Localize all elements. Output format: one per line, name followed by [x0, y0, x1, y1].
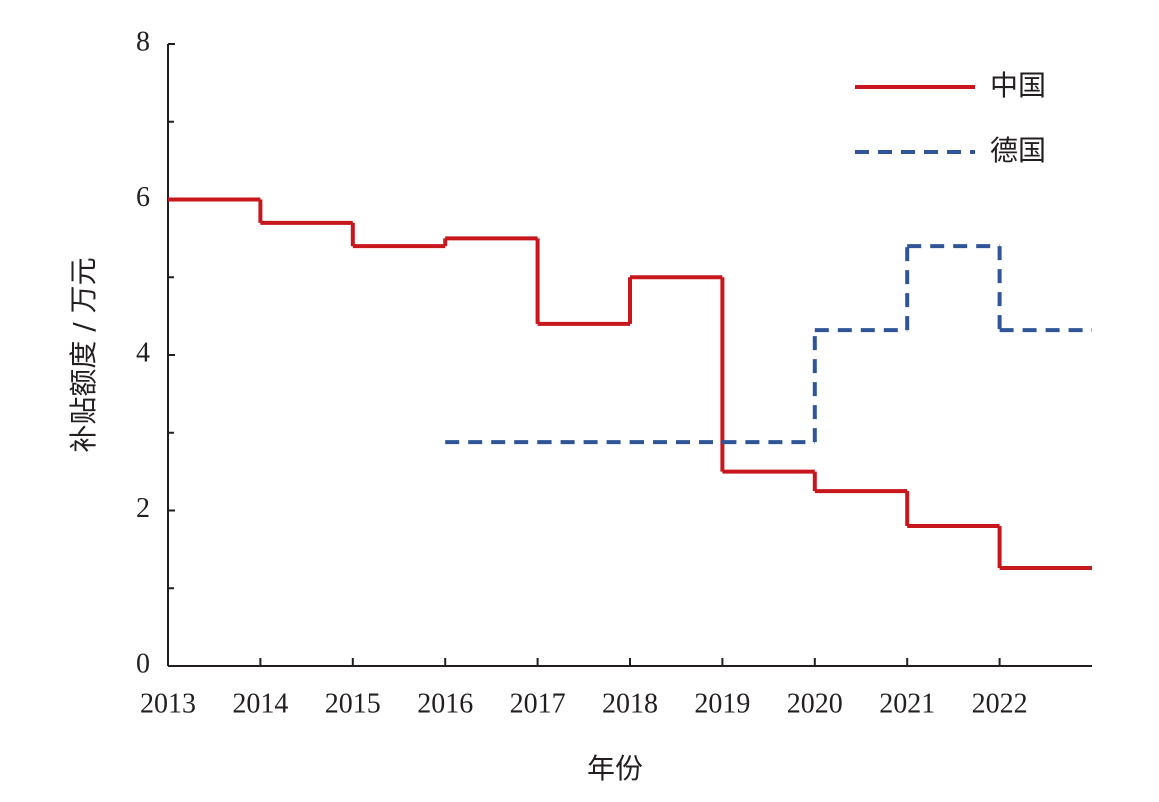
x-tick-label: 2018 [602, 688, 658, 719]
x-tick-label: 2013 [140, 688, 196, 719]
x-tick-label: 2021 [879, 688, 935, 719]
x-tick-label: 2015 [325, 688, 381, 719]
legend-label: 中国 [990, 69, 1046, 102]
y-tick-label: 6 [136, 182, 150, 213]
x-tick-label: 2014 [232, 688, 288, 719]
y-tick-label: 4 [136, 337, 150, 368]
x-tick-label: 2017 [510, 688, 566, 719]
x-tick-label: 2019 [694, 688, 750, 719]
x-tick-label: 2016 [417, 688, 473, 719]
y-tick-label: 2 [136, 493, 150, 524]
x-tick-label: 2020 [787, 688, 843, 719]
x-tick-label: 2022 [972, 688, 1028, 719]
y-axis-label: 补贴额度 / 万元 [67, 257, 100, 452]
y-tick-label: 8 [136, 26, 150, 57]
y-tick-label: 0 [136, 648, 150, 679]
legend-label: 德国 [990, 134, 1046, 167]
x-axis-label: 年份 [587, 752, 643, 785]
